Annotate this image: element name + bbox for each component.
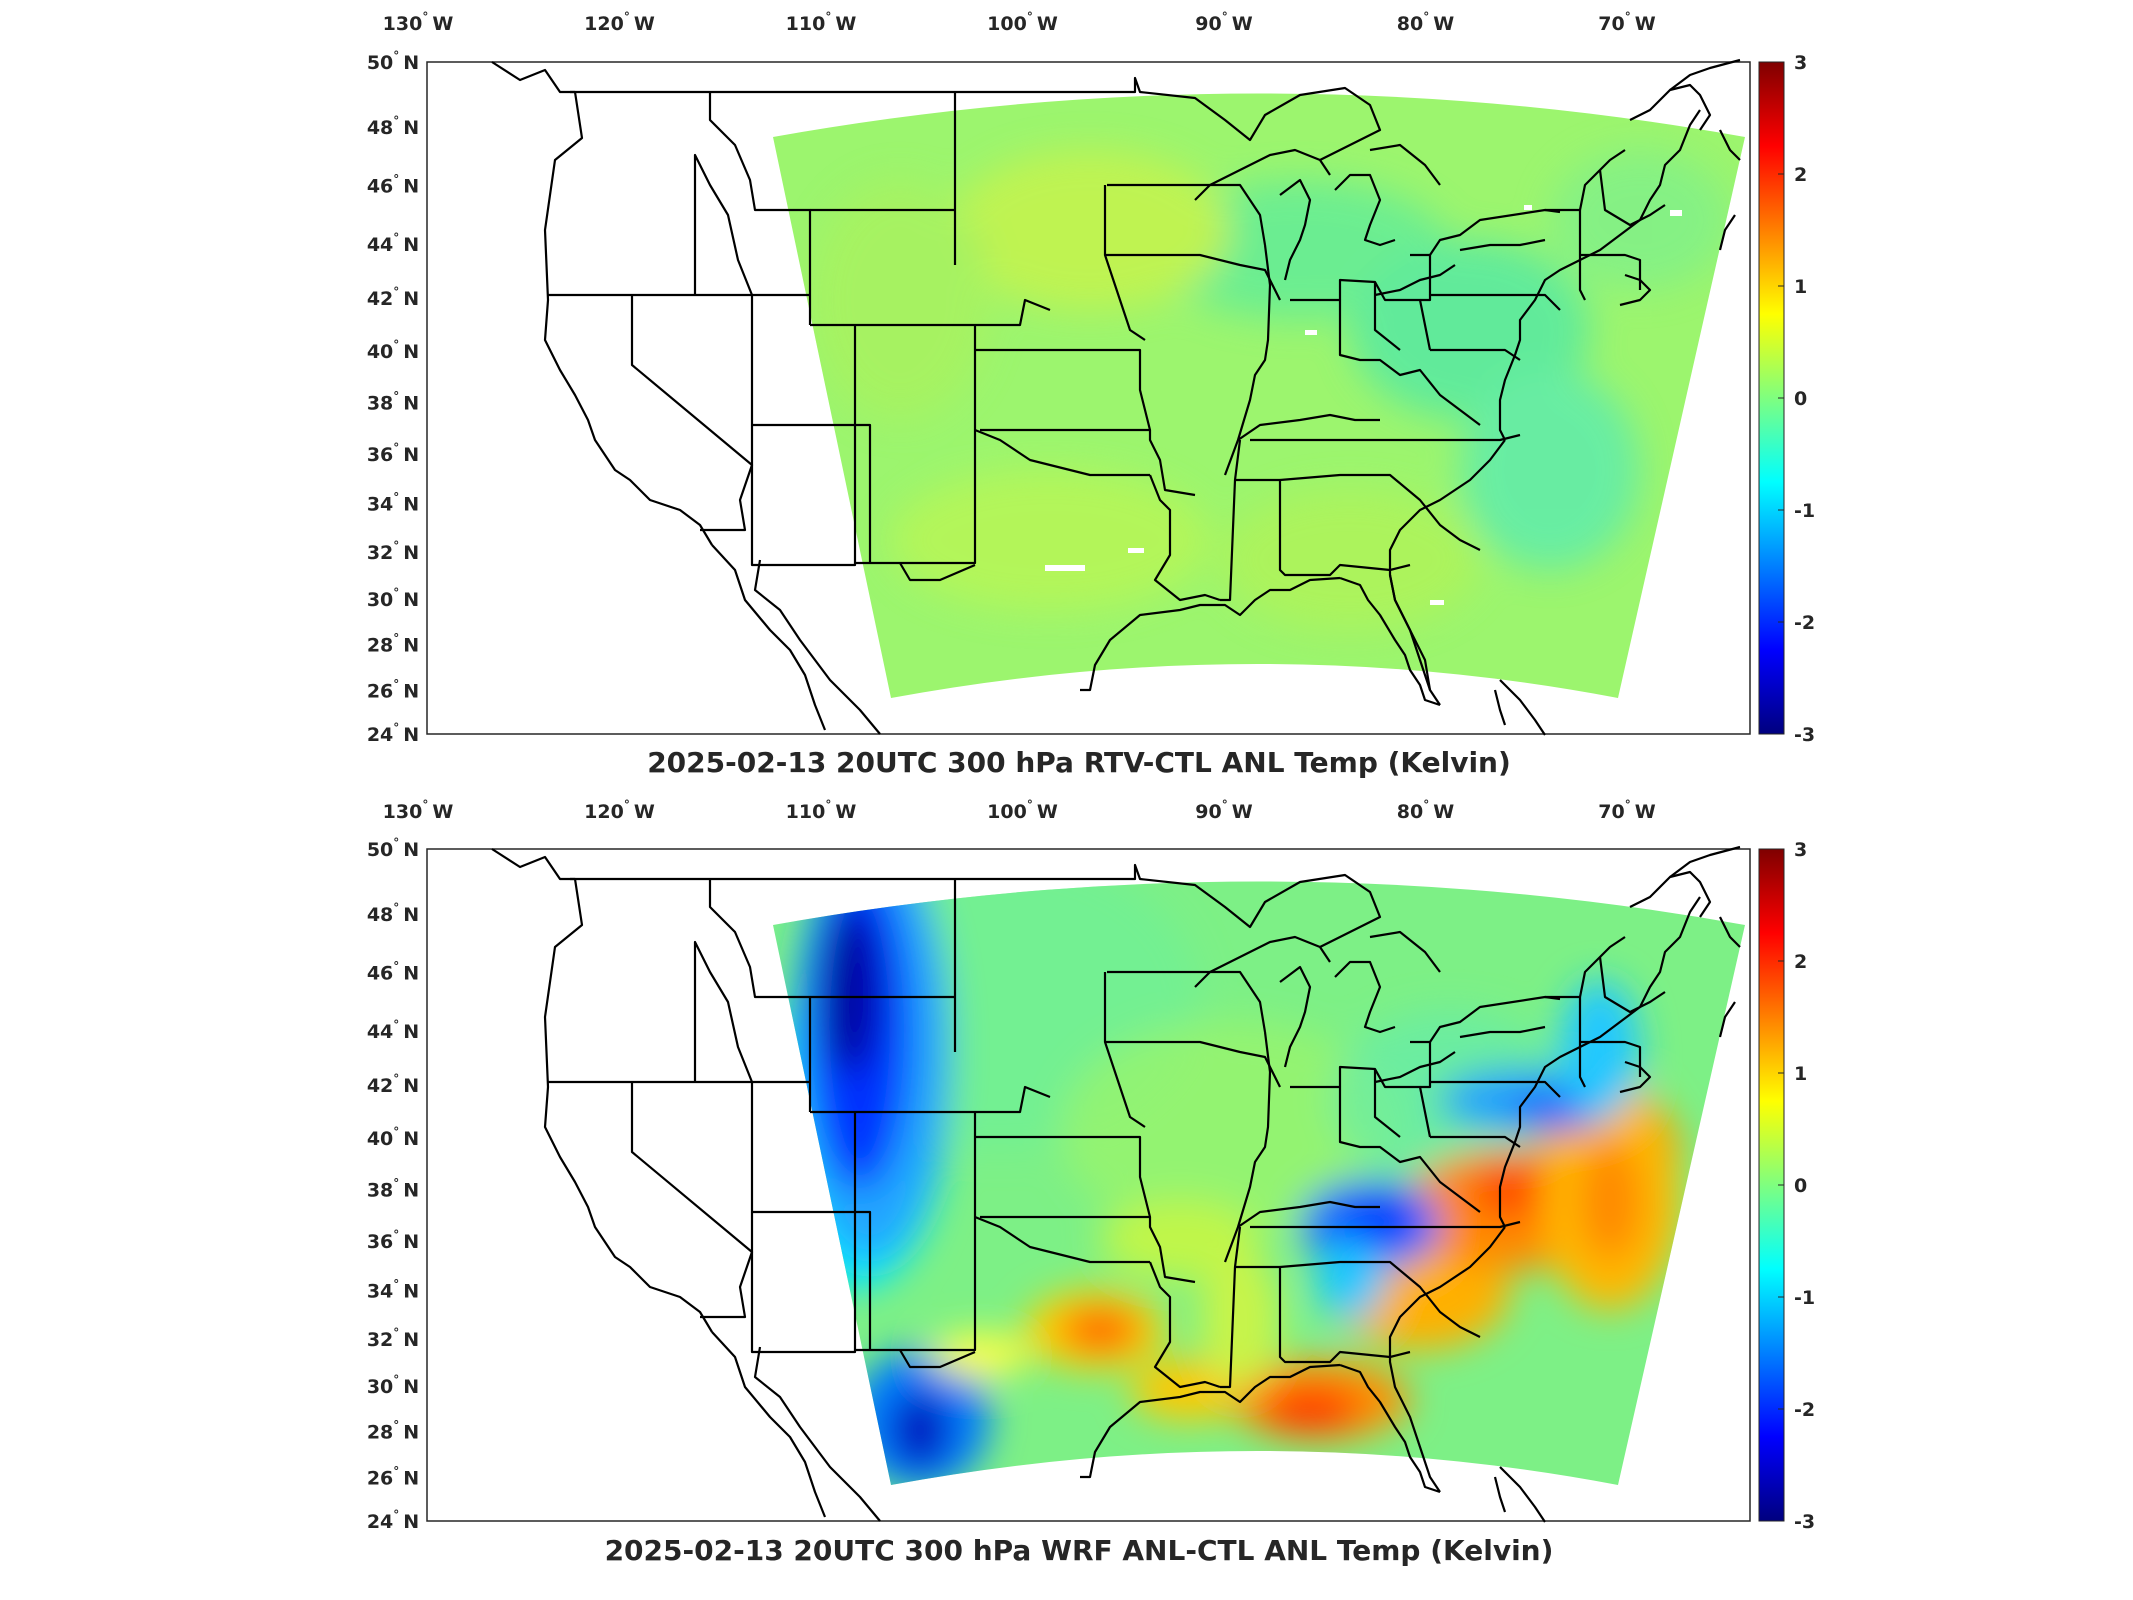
- lon-axis-bottom: 130° W 120° W 110° W 100° W 90° W 80° W 70° W: [383, 798, 1656, 823]
- lat-tick-label: 44° N: [367, 1018, 419, 1043]
- lat-tick-label: 28° N: [367, 1419, 419, 1444]
- lat-tick-label: 44° N: [367, 231, 419, 256]
- lat-tick-label: 34° N: [367, 1278, 419, 1303]
- lon-tick-label: 80° W: [1397, 798, 1454, 823]
- lon-tick-label: 90° W: [1195, 10, 1252, 35]
- map-boundaries-top: [491, 58, 1741, 736]
- lon-tick-label: 70° W: [1598, 10, 1655, 35]
- anomaly-field-bottom: [773, 881, 1745, 1485]
- lat-tick-label: 34° N: [367, 491, 419, 516]
- lat-tick-label: 48° N: [367, 114, 419, 139]
- lat-tick-label: 48° N: [367, 901, 419, 926]
- lon-tick-label: 130° W: [383, 10, 454, 35]
- colorbar-ticks-top: 3 2 1 0 -1 -2 -3: [1778, 52, 1815, 746]
- lat-axis-bottom: 50° N 48° N 46° N 44° N 42° N 40° N 38° N 36° N 34° N 32° N…: [367, 836, 419, 1533]
- lat-tick-label: 26° N: [367, 677, 419, 702]
- panel-title-top: 2025-02-13 20UTC 300 hPa RTV-CTL ANL Tem…: [647, 746, 1511, 779]
- lat-tick-label: 26° N: [367, 1464, 419, 1489]
- lat-tick-label: 42° N: [367, 1072, 419, 1097]
- map-boundaries-bottom: [491, 845, 1741, 1523]
- colorbar-tick-label: 0: [1794, 388, 1807, 410]
- lon-tick-label: 70° W: [1598, 798, 1655, 823]
- lat-tick-label: 46° N: [367, 173, 419, 198]
- lon-tick-label: 110° W: [786, 798, 857, 823]
- lat-tick-label: 42° N: [367, 285, 419, 310]
- lat-tick-label: 40° N: [367, 338, 419, 363]
- lat-tick-label: 36° N: [367, 1228, 419, 1253]
- lat-tick-label: 32° N: [367, 539, 419, 564]
- lat-tick-label: 40° N: [367, 1125, 419, 1150]
- colorbar-tick-label: 2: [1794, 951, 1807, 973]
- lat-tick-label: 50° N: [367, 49, 419, 74]
- lat-tick-label: 50° N: [367, 836, 419, 861]
- lon-tick-label: 100° W: [987, 798, 1058, 823]
- colorbar-tick-label: -3: [1794, 1511, 1815, 1533]
- lat-tick-label: 24° N: [367, 1508, 419, 1533]
- lon-tick-label: 80° W: [1397, 10, 1454, 35]
- lon-tick-label: 130° W: [383, 798, 454, 823]
- lon-tick-label: 120° W: [584, 798, 655, 823]
- lat-tick-label: 38° N: [367, 1177, 419, 1202]
- colorbar-tick-label: 3: [1794, 839, 1807, 861]
- colorbar-tick-label: -2: [1794, 1399, 1815, 1421]
- colorbar-tick-label: -1: [1794, 1287, 1815, 1309]
- panel-bottom: 130° W 120° W 110° W 100° W 90° W 80° W 70° W 50° N 48°…: [367, 798, 1815, 1567]
- anomaly-field-top: [773, 93, 1745, 698]
- axes-frame-top: [426, 61, 1751, 735]
- colorbar-tick-label: 2: [1794, 164, 1807, 186]
- lat-axis-top: 50° N 48° N 46° N 44° N 42° N 40° N 38° N 36° N 34° N 32° N…: [367, 49, 419, 746]
- lat-tick-label: 38° N: [367, 390, 419, 415]
- colorbar-tick-label: 3: [1794, 52, 1807, 74]
- lon-tick-label: 100° W: [987, 10, 1058, 35]
- lat-tick-label: 24° N: [367, 721, 419, 746]
- lat-tick-label: 28° N: [367, 632, 419, 657]
- colorbar-tick-label: 0: [1794, 1175, 1807, 1197]
- colorbar-tick-label: 1: [1794, 276, 1807, 298]
- axes-frame-bottom: [426, 848, 1751, 1522]
- panel-top: 130° W 120° W 110° W 100° W 90° W 80° W 70° W 50° N 48°…: [367, 10, 1815, 779]
- lat-tick-label: 30° N: [367, 586, 419, 611]
- lat-tick-label: 32° N: [367, 1326, 419, 1351]
- lat-tick-label: 30° N: [367, 1373, 419, 1398]
- lon-axis-top: 130° W 120° W 110° W 100° W 90° W 80° W 70° W: [383, 10, 1656, 35]
- lon-tick-label: 110° W: [786, 10, 857, 35]
- lat-tick-label: 36° N: [367, 441, 419, 466]
- lon-tick-label: 90° W: [1195, 798, 1252, 823]
- colorbar-tick-label: -2: [1794, 612, 1815, 634]
- colorbar-tick-label: -1: [1794, 500, 1815, 522]
- colorbar-ticks-bottom: 3 2 1 0 -1 -2 -3: [1778, 839, 1815, 1533]
- lat-tick-label: 46° N: [367, 960, 419, 985]
- panel-title-bottom: 2025-02-13 20UTC 300 hPa WRF ANL-CTL ANL…: [605, 1534, 1554, 1567]
- lon-tick-label: 120° W: [584, 10, 655, 35]
- colorbar-tick-label: -3: [1794, 724, 1815, 746]
- colorbar-tick-label: 1: [1794, 1063, 1807, 1085]
